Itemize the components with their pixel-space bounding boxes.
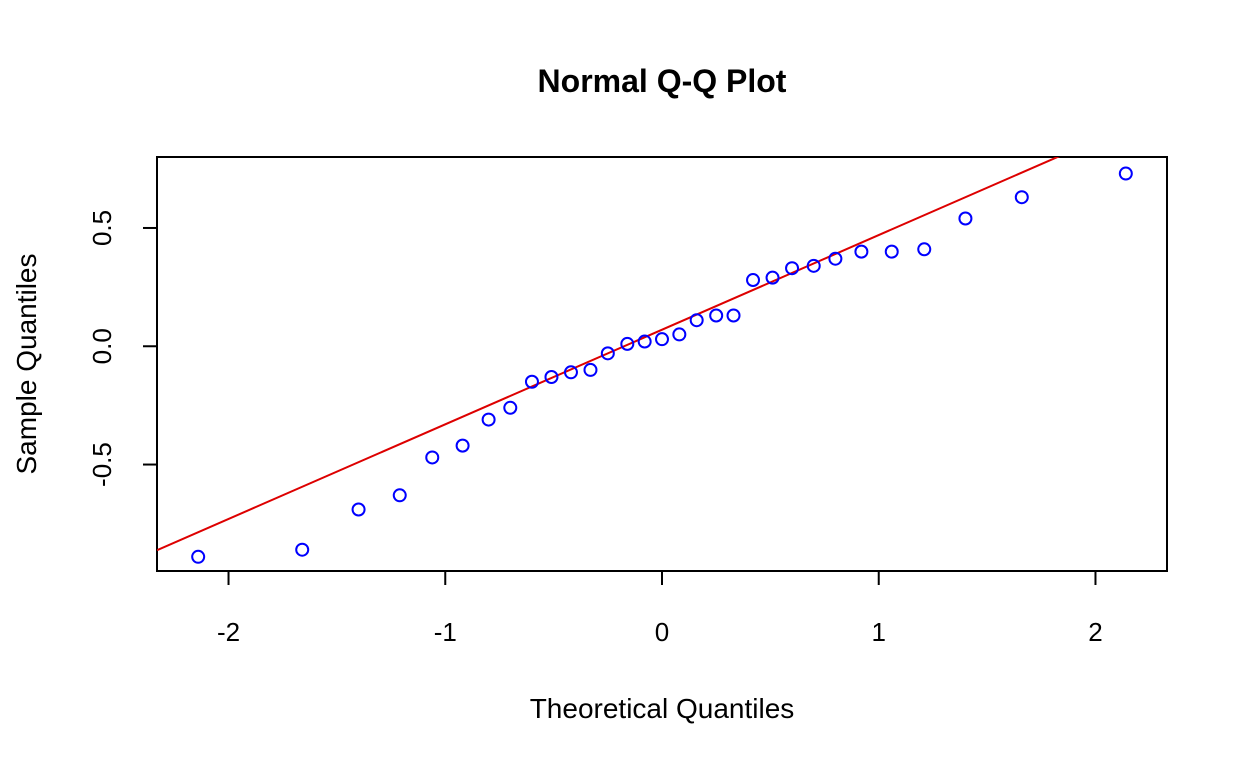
data-point — [672, 327, 687, 342]
data-point — [709, 308, 724, 323]
reference-line-layer — [157, 157, 1061, 552]
plot-frame — [156, 156, 1168, 572]
data-point — [351, 502, 366, 517]
data-point — [481, 412, 496, 427]
y-axis: -0.5 0.0 0.5 — [87, 210, 158, 487]
data-point — [563, 365, 578, 380]
data-point — [655, 332, 669, 347]
x-tick-label: 0 — [655, 617, 669, 647]
data-point — [191, 549, 206, 564]
data-point — [544, 370, 559, 385]
x-axis: -2 -1 0 1 2 — [217, 570, 1103, 647]
data-point — [765, 270, 780, 285]
data-point — [785, 261, 800, 276]
data-point — [583, 362, 598, 377]
data-point — [425, 450, 440, 465]
reference-line — [157, 157, 1061, 552]
data-point — [637, 334, 652, 349]
data-point — [620, 336, 635, 351]
y-tick-label: 0.0 — [87, 328, 117, 364]
data-point — [524, 374, 539, 389]
data-point — [392, 488, 407, 503]
data-point — [295, 542, 310, 557]
x-tick-label: 2 — [1088, 617, 1102, 647]
points-layer — [191, 166, 1133, 564]
x-axis-label: Theoretical Quantiles — [530, 693, 795, 724]
data-point — [806, 258, 821, 273]
y-tick-label: -0.5 — [87, 442, 117, 487]
y-axis-label: Sample Quantiles — [11, 253, 42, 474]
y-tick-label: 0.5 — [87, 210, 117, 246]
x-tick-label: -2 — [217, 617, 240, 647]
data-point — [600, 346, 615, 361]
data-point — [455, 438, 470, 453]
data-point — [503, 400, 518, 415]
x-tick-label: -1 — [434, 617, 457, 647]
data-point — [746, 273, 761, 288]
x-tick-label: 1 — [872, 617, 886, 647]
data-point — [854, 244, 869, 259]
data-point — [689, 313, 704, 328]
data-point — [1118, 166, 1133, 181]
data-point — [917, 242, 932, 257]
data-point — [884, 244, 899, 259]
data-point — [828, 251, 843, 266]
data-point — [958, 211, 973, 226]
data-point — [726, 308, 741, 323]
chart-title: Normal Q-Q Plot — [538, 63, 787, 99]
data-point — [1014, 190, 1029, 205]
